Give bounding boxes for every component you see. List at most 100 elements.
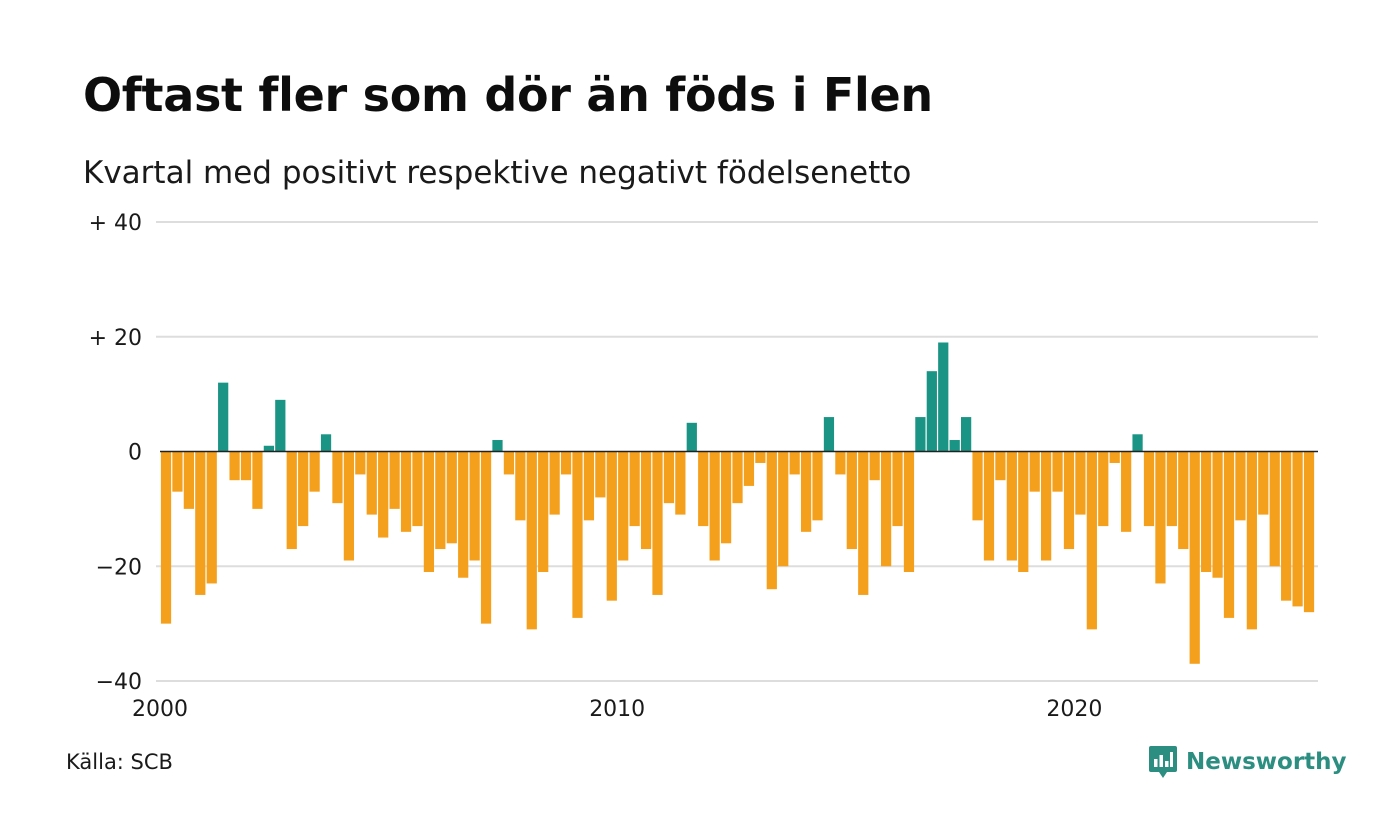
bar xyxy=(1098,451,1109,527)
bar xyxy=(1235,451,1246,521)
bar xyxy=(469,451,480,561)
bar xyxy=(320,434,332,452)
bar xyxy=(526,451,537,630)
bar xyxy=(183,451,194,509)
y-tick-label: −20 xyxy=(96,555,142,580)
bar xyxy=(1075,451,1086,515)
bar xyxy=(355,451,366,475)
bar xyxy=(1041,451,1052,561)
y-tick-label: + 40 xyxy=(89,211,142,236)
bar xyxy=(389,451,400,509)
newsworthy-logo-icon xyxy=(1149,746,1177,778)
bar xyxy=(903,451,915,572)
bar xyxy=(412,451,423,527)
bar xyxy=(595,451,606,498)
bar xyxy=(583,451,595,521)
bar xyxy=(915,417,926,452)
brand-logo: Newsworthy xyxy=(1148,744,1347,780)
bar xyxy=(1281,451,1292,601)
bar xyxy=(858,451,869,595)
bar xyxy=(1269,451,1280,567)
bar xyxy=(206,451,217,584)
bar xyxy=(286,451,297,550)
bar xyxy=(755,451,766,463)
bar xyxy=(652,451,663,595)
bar xyxy=(800,451,812,532)
bar xyxy=(732,451,743,504)
bar xyxy=(778,451,789,567)
x-tick-label: 2010 xyxy=(589,697,645,722)
chart-subtitle: Kvartal med positivt respektive negativt… xyxy=(83,155,912,191)
chart-title: Oftast fler som dör än föds i Flen xyxy=(83,68,933,122)
bar xyxy=(1246,451,1257,630)
bar xyxy=(492,440,503,452)
bar xyxy=(606,451,617,601)
bar xyxy=(1155,451,1166,584)
bar xyxy=(1121,451,1132,532)
bar xyxy=(663,451,675,504)
bar xyxy=(1006,451,1017,561)
x-tick-label: 2020 xyxy=(1046,697,1102,722)
bar xyxy=(1166,451,1177,527)
bar xyxy=(629,451,640,527)
bar xyxy=(618,451,629,561)
x-tick-label: 2000 xyxy=(132,697,188,722)
source-note: Källa: SCB xyxy=(66,750,173,774)
bar xyxy=(503,451,515,475)
bar xyxy=(446,451,457,544)
bar xyxy=(640,451,652,550)
bar xyxy=(572,451,583,618)
bar xyxy=(1258,451,1269,515)
bar xyxy=(172,451,183,492)
bar xyxy=(972,451,983,521)
bar xyxy=(1303,451,1315,613)
bar xyxy=(366,451,377,515)
bar xyxy=(686,422,697,452)
bar xyxy=(549,451,560,515)
bar xyxy=(743,451,755,486)
bar xyxy=(275,399,286,452)
bar xyxy=(1223,451,1235,618)
bar xyxy=(938,342,949,452)
bar xyxy=(218,382,229,452)
bar xyxy=(252,451,263,509)
y-tick-label: 0 xyxy=(128,441,142,466)
bar xyxy=(309,451,320,492)
bar xyxy=(720,451,732,544)
bar xyxy=(458,451,469,578)
bar xyxy=(1086,451,1097,630)
bar xyxy=(332,451,343,504)
bar xyxy=(869,451,880,481)
bar xyxy=(812,451,823,521)
bar xyxy=(1018,451,1029,572)
bar xyxy=(698,451,709,527)
gridlines xyxy=(156,221,1318,682)
bar xyxy=(435,451,446,550)
brand-name: Newsworthy xyxy=(1186,749,1347,775)
bar xyxy=(892,451,903,527)
x-axis-ticks: 2000 2010 2020 xyxy=(132,697,1102,722)
bar xyxy=(1201,451,1212,572)
bar xyxy=(538,451,549,572)
bar xyxy=(160,451,172,624)
bar xyxy=(1029,451,1040,492)
bar xyxy=(880,451,892,567)
bar xyxy=(560,451,572,475)
bar xyxy=(709,451,720,561)
bar xyxy=(515,451,526,521)
bar xyxy=(1132,434,1143,452)
bar xyxy=(1063,451,1075,550)
bar xyxy=(995,451,1006,481)
bar xyxy=(1212,451,1223,578)
bar xyxy=(240,451,252,481)
bar xyxy=(1109,451,1120,463)
bar xyxy=(1052,451,1063,492)
y-tick-label: −40 xyxy=(96,670,142,695)
bar xyxy=(675,451,686,515)
bar xyxy=(949,440,960,452)
bars xyxy=(160,342,1315,664)
bar xyxy=(229,451,240,481)
bar xyxy=(789,451,800,475)
bar xyxy=(343,451,355,561)
bar xyxy=(1189,451,1200,664)
